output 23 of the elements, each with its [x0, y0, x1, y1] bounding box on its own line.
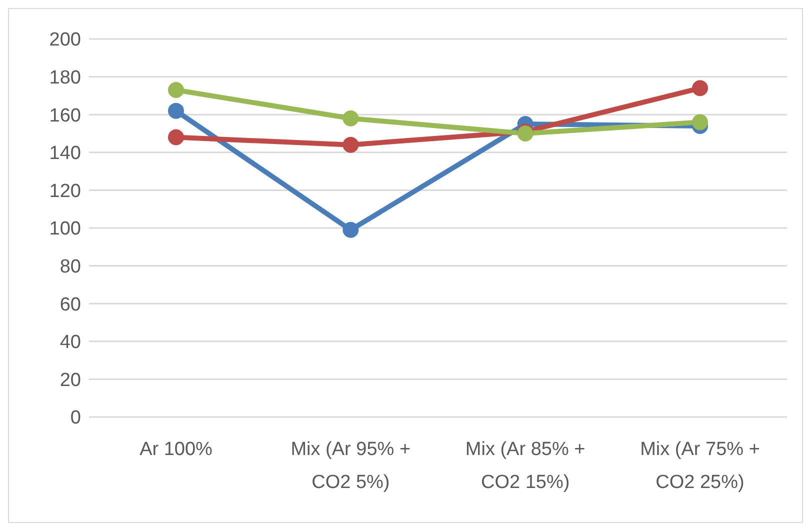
y-tick-label: 20 [60, 370, 81, 391]
point [342, 136, 359, 153]
point [342, 222, 359, 238]
point [342, 110, 359, 126]
y-tick-label: 200 [49, 30, 81, 51]
y-tick-label: 120 [49, 180, 81, 202]
x-tick-label: Mix (Ar 75% + CO2 25%) [640, 439, 760, 493]
point [692, 80, 708, 96]
y-tick-label: 40 [60, 332, 81, 354]
point [168, 129, 184, 146]
y-tick-label: 160 [49, 105, 81, 126]
y-tick-label: 60 [60, 294, 81, 316]
x-tick-label: Mix (Ar 85% + CO2 15%) [465, 439, 586, 493]
point [692, 114, 708, 130]
y-tick-label: 100 [49, 218, 81, 240]
point [168, 82, 184, 98]
y-tick-label: 180 [49, 68, 81, 89]
y-tick-label: 0 [70, 408, 81, 429]
x-tick-label: Ar 100% [140, 439, 213, 460]
x-tick-label: Mix (Ar 95% + CO2 5%) [290, 439, 411, 493]
y-tick-label: 140 [49, 143, 81, 164]
point [168, 102, 184, 119]
y-tick-label: 80 [60, 256, 81, 278]
